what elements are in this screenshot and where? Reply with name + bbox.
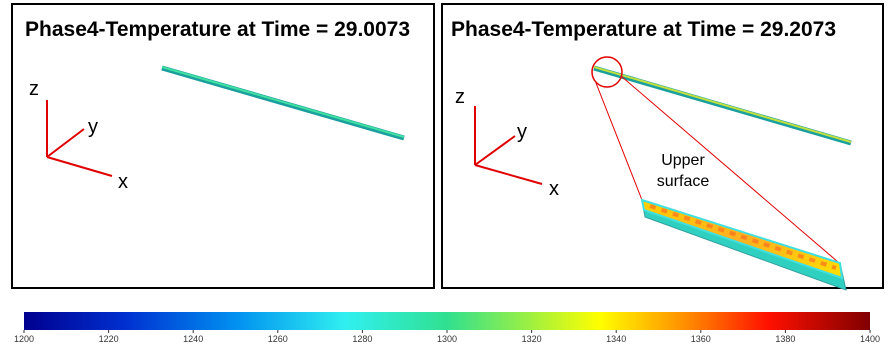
colorbar-tick-label: 1280 xyxy=(352,334,372,344)
panel-frame xyxy=(442,4,883,288)
x-label: x xyxy=(549,178,559,200)
panel-frame xyxy=(12,4,434,288)
z-label: z xyxy=(455,86,465,108)
colorbar xyxy=(24,312,870,330)
x-label: x xyxy=(118,171,128,193)
panel-title: Phase4-Temperature at Time = 29.2073 xyxy=(451,18,836,41)
annotation: surface xyxy=(657,173,710,190)
colorbar-tick-label: 1380 xyxy=(775,334,795,344)
z-label: z xyxy=(29,78,39,100)
colorbar-tick-label: 1200 xyxy=(14,334,34,344)
colorbar-tick-label: 1400 xyxy=(860,334,880,344)
panel-title: Phase4-Temperature at Time = 29.0073 xyxy=(25,18,410,41)
colorbar-tick-label: 1240 xyxy=(183,334,203,344)
figure: Phase4-Temperature at Time = 29.0073 z y… xyxy=(0,0,891,347)
colorbar-tick-label: 1220 xyxy=(99,334,119,344)
colorbar-tick-label: 1360 xyxy=(691,334,711,344)
colorbar-tick-label: 1320 xyxy=(522,334,542,344)
y-label: y xyxy=(88,116,98,138)
colorbar-tick-label: 1300 xyxy=(437,334,457,344)
colorbar-tick-label: 1340 xyxy=(606,334,626,344)
colorbar-tick-label: 1260 xyxy=(268,334,288,344)
y-label: y xyxy=(517,121,527,143)
annotation: Upper xyxy=(661,152,705,169)
